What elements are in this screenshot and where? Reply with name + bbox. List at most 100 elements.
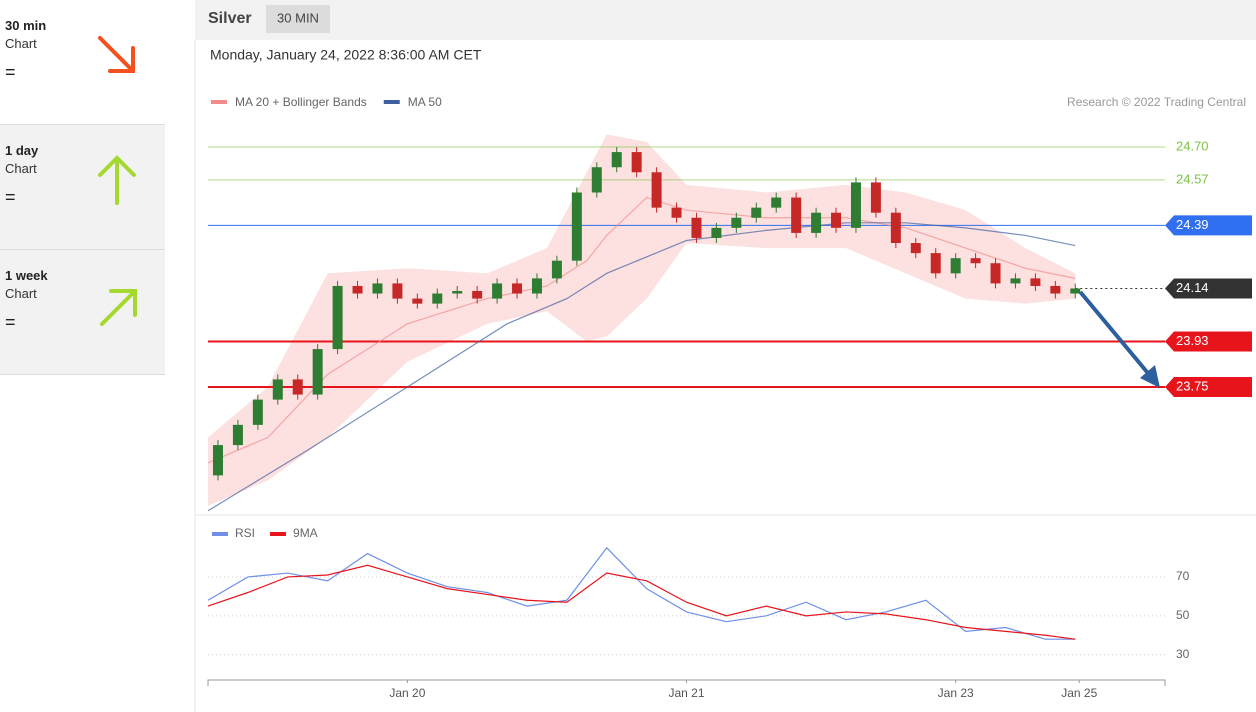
signal-item[interactable]: 1 week Chart = (0, 250, 165, 375)
candle (472, 291, 483, 299)
arrow (100, 289, 137, 326)
level-tag (1165, 278, 1252, 299)
direction-icon (98, 155, 136, 205)
level-tag (1165, 215, 1252, 236)
candle (771, 197, 782, 208)
legend-label: 9MA (293, 526, 318, 540)
status: = (5, 62, 16, 82)
direction-icon (98, 36, 135, 73)
x-tick-label: Jan 20 (389, 686, 425, 700)
forecast-arrowhead (1140, 365, 1160, 388)
level-tag (1165, 376, 1252, 397)
candle (691, 217, 702, 238)
level-label: 24.57 (1176, 171, 1209, 186)
candle (671, 207, 682, 218)
candle (292, 379, 303, 395)
candle (711, 227, 722, 238)
y-tick-label: 30 (1176, 647, 1190, 661)
period: 1 week (5, 268, 48, 283)
candle (591, 167, 602, 193)
legend-swatch (212, 532, 228, 536)
candle (392, 283, 403, 299)
candle (950, 258, 961, 274)
candle (272, 379, 283, 400)
period: 30 min (5, 18, 47, 33)
candle (651, 172, 662, 208)
moving-average (207, 222, 1076, 512)
moving-average (207, 196, 1076, 464)
candle (332, 285, 343, 350)
signal-item[interactable]: 30 min Chart = (0, 0, 165, 125)
status: = (5, 187, 16, 207)
forecast-arrow (1078, 290, 1154, 380)
candle (432, 293, 443, 304)
period: 1 day (5, 143, 39, 158)
status: = (5, 312, 16, 332)
direction-icon (100, 289, 137, 326)
legend-label: MA 50 (408, 95, 442, 109)
y-tick-label: 50 (1176, 608, 1190, 622)
candle (1030, 278, 1041, 286)
candle (252, 399, 263, 425)
candle (811, 212, 822, 233)
candle (492, 283, 503, 299)
legend-label: MA 20 + Bollinger Bands (235, 95, 367, 109)
candle (990, 263, 1001, 284)
level-tag (1165, 331, 1252, 352)
candle (571, 192, 582, 261)
timeframe-box[interactable] (266, 5, 330, 33)
candle (1010, 278, 1021, 284)
candle (512, 283, 523, 294)
candle (412, 298, 423, 304)
level-label: 24.14 (1176, 280, 1209, 295)
candle (791, 197, 802, 233)
legend-swatch (383, 100, 400, 104)
candle (631, 152, 642, 173)
candle (312, 349, 323, 395)
sidebar: 30 min Chart = 1 day Chart = 1 week Chart = (0, 0, 165, 375)
x-tick-label: Jan 23 (938, 686, 974, 700)
arrow (98, 155, 136, 205)
legend-label: RSI (235, 526, 255, 540)
level-label: 24.70 (1176, 138, 1209, 153)
candle (611, 152, 622, 168)
level-label: 23.75 (1176, 378, 1209, 393)
candle (452, 291, 463, 294)
chart-link: Chart (5, 286, 37, 301)
arrow (98, 36, 135, 73)
candle (850, 182, 861, 228)
candle (1070, 288, 1081, 294)
instrument: Silver (208, 10, 252, 27)
candle (232, 424, 243, 446)
candle (831, 212, 842, 228)
chart-link: Chart (5, 36, 37, 51)
candle (551, 260, 562, 279)
candle (870, 182, 881, 213)
candle (352, 285, 363, 294)
candle (212, 445, 223, 476)
legend-swatch (211, 100, 227, 104)
rsi-line (207, 546, 1076, 640)
header-bar (195, 0, 1256, 40)
candle (731, 217, 742, 228)
candle (970, 258, 981, 264)
level-label: 24.39 (1176, 217, 1209, 232)
candle (372, 283, 383, 294)
timeframe[interactable]: 30 MIN (277, 10, 319, 25)
candle (531, 278, 542, 294)
y-tick-label: 70 (1176, 569, 1190, 583)
chart-link: Chart (5, 161, 37, 176)
candle (890, 212, 901, 244)
source: Research © 2022 Trading Central (1067, 95, 1246, 109)
x-tick-label: Jan 25 (1061, 686, 1097, 700)
candle (910, 243, 921, 254)
legend-swatch (270, 532, 287, 536)
rsi-line (207, 564, 1076, 640)
level-label: 23.93 (1176, 333, 1209, 348)
candle (751, 207, 762, 218)
date: Monday, January 24, 2022 8:36:00 AM CET (210, 47, 482, 63)
signal-item[interactable]: 1 day Chart = (0, 125, 165, 250)
candle (1050, 285, 1061, 294)
